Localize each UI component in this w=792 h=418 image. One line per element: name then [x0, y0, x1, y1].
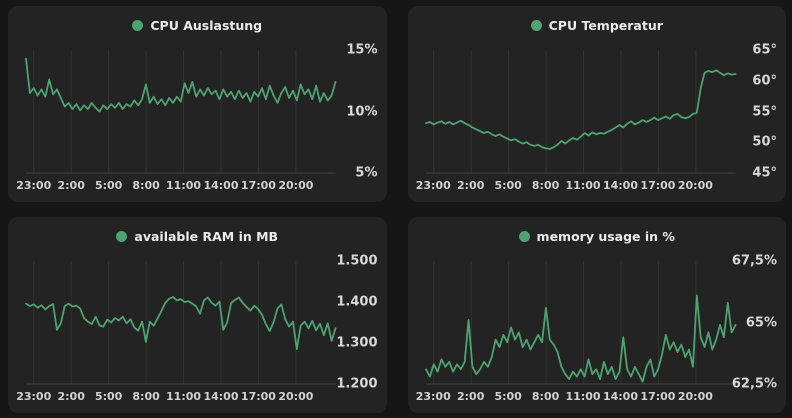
legend-cpu-temperature[interactable]: CPU Temperatur [408, 17, 787, 33]
y-tick-label: 67,5% [731, 253, 777, 269]
x-tick-label: 5:00 [494, 179, 522, 192]
x-tick-label: 17:00 [240, 390, 276, 403]
y-tick-label: 60° [752, 73, 777, 89]
series-line [426, 70, 736, 149]
x-axis-labels: 23:00 2:00 5:00 8:00 11:00 14:00 17:00 20:00 [16, 390, 336, 406]
x-tick-label: 2:00 [456, 390, 485, 403]
series-line [426, 295, 736, 381]
series-dot-icon [530, 19, 542, 31]
x-tick-label: 23:00 [415, 390, 451, 403]
x-tick-label: 11:00 [565, 179, 601, 192]
x-tick-label: 17:00 [640, 390, 676, 403]
x-axis-labels: 23:00 2:00 5:00 8:00 11:00 14:00 17:00 20:00 [416, 390, 736, 406]
panel-cpu-temperature: CPU Temperatur 23:00 2:00 5:00 8:00 11:00 14:… [407, 6, 787, 202]
y-tick-label: 45° [752, 165, 777, 181]
x-tick-label: 14:00 [203, 179, 239, 192]
chart-title: CPU Auslastung [150, 17, 263, 33]
y-axis-labels: 1.500 1.400 1.300 1.200 [336, 254, 382, 392]
x-tick-label: 20:00 [278, 179, 314, 192]
y-tick-label: 15% [346, 42, 378, 58]
x-axis-labels: 23:00 2:00 5:00 8:00 11:00 14:00 17:00 20:00 [416, 179, 736, 195]
x-tick-label: 23:00 [16, 390, 52, 403]
x-tick-label: 8:00 [132, 390, 160, 403]
x-tick-label: 14:00 [602, 390, 638, 403]
legend-cpu-usage[interactable]: CPU Auslastung [8, 17, 387, 33]
x-tick-label: 23:00 [415, 179, 451, 192]
x-tick-label: 14:00 [203, 390, 239, 403]
x-axis-labels: 23:00 2:00 5:00 8:00 11:00 14:00 17:00 20:00 [16, 179, 336, 195]
chart-title: CPU Temperatur [548, 17, 663, 33]
x-tick-label: 14:00 [602, 179, 638, 192]
y-axis-labels: 67,5% 65% 62,5% [732, 254, 781, 392]
memory-usage-plot [426, 261, 736, 384]
x-tick-label: 20:00 [677, 390, 713, 403]
x-tick-label: 11:00 [166, 179, 202, 192]
x-tick-label: 20:00 [278, 390, 314, 403]
series-dot-icon [132, 19, 144, 31]
series-line [26, 297, 336, 349]
panel-cpu-usage: CPU Auslastung 23:00 2:00 5:00 8:00 11:00 14:… [8, 6, 387, 202]
y-tick-label: 55° [752, 104, 777, 119]
y-tick-label: 65° [752, 42, 777, 58]
legend-available-ram[interactable]: available RAM in MB [8, 228, 387, 244]
x-tick-label: 11:00 [166, 390, 202, 403]
series-line [26, 59, 336, 112]
y-tick-label: 1.500 [336, 253, 378, 269]
line-chart [426, 50, 736, 173]
x-tick-label: 8:00 [531, 179, 560, 192]
y-tick-label: 62,5% [731, 376, 777, 392]
y-axis-labels: 65° 60° 55° 50° 45° [735, 43, 781, 181]
series-dot-icon [116, 230, 128, 242]
y-tick-label: 50° [752, 134, 777, 150]
x-tick-label: 5:00 [494, 390, 522, 403]
x-tick-label: 2:00 [456, 179, 485, 192]
x-tick-label: 5:00 [94, 179, 123, 192]
x-tick-label: 8:00 [531, 390, 560, 403]
x-tick-label: 8:00 [132, 179, 160, 192]
x-tick-label: 20:00 [677, 179, 713, 192]
y-axis-labels: 15% 10% 5% [336, 43, 382, 181]
line-chart [26, 261, 336, 384]
x-tick-label: 2:00 [57, 179, 85, 192]
line-chart [26, 50, 336, 173]
line-chart [426, 261, 736, 384]
y-tick-label: 1.300 [336, 335, 378, 351]
y-tick-label: 1.400 [336, 294, 378, 310]
series-dot-icon [518, 230, 530, 242]
y-tick-label: 65% [745, 315, 777, 330]
x-tick-label: 5:00 [94, 390, 123, 403]
x-tick-label: 23:00 [16, 179, 52, 192]
y-tick-label: 1.200 [336, 376, 378, 392]
chart-title: available RAM in MB [134, 228, 279, 244]
cpu-usage-plot [26, 50, 336, 173]
panel-memory-usage: memory usage in % 23:00 2:00 5:00 8:00 11:00… [407, 217, 787, 413]
cpu-temperature-plot [426, 50, 736, 173]
y-tick-label: 5% [355, 165, 378, 181]
y-tick-label: 10% [346, 104, 378, 119]
panel-available-ram: available RAM in MB 23:00 2:00 5:00 8:00 11:… [8, 217, 387, 413]
legend-memory-usage[interactable]: memory usage in % [408, 228, 787, 244]
x-tick-label: 17:00 [640, 179, 676, 192]
x-tick-label: 2:00 [57, 390, 85, 403]
x-tick-label: 17:00 [240, 179, 276, 192]
chart-title: memory usage in % [536, 228, 675, 244]
available-ram-plot [26, 261, 336, 384]
x-tick-label: 11:00 [565, 390, 601, 403]
